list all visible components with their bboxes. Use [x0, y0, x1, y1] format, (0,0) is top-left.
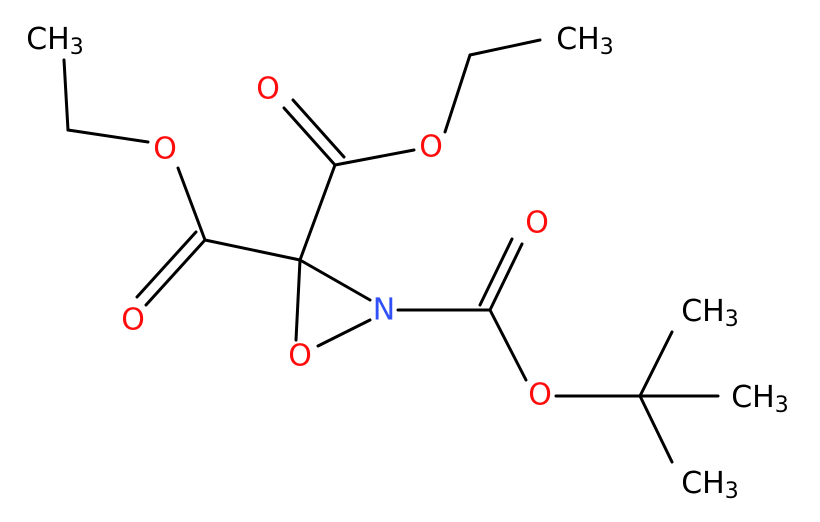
atom-label: O — [419, 130, 443, 165]
bond — [468, 38, 542, 57]
atom-label: CH3 — [681, 294, 739, 333]
bond — [294, 258, 302, 342]
bond — [298, 163, 337, 262]
bond — [638, 394, 674, 464]
bond — [443, 53, 472, 134]
bond — [135, 230, 198, 299]
bond — [291, 98, 346, 159]
atom-label: O — [528, 378, 552, 413]
atom-label: O — [121, 303, 145, 338]
atom-label: O — [153, 132, 177, 167]
bonds — [62, 38, 720, 464]
atom-label: CH3 — [731, 380, 789, 419]
bond — [638, 330, 674, 398]
bond — [203, 238, 302, 262]
atom-label: O — [256, 72, 280, 107]
atom-label: CH3 — [26, 22, 84, 61]
bond — [176, 166, 207, 242]
bond — [316, 318, 372, 348]
bond — [298, 258, 372, 302]
bond — [333, 148, 416, 167]
bond — [478, 237, 514, 307]
bond — [488, 242, 524, 312]
bond — [62, 58, 70, 132]
atoms: CH3 O O O O CH3 N O O O CH3 CH3 CH3 — [26, 22, 789, 505]
atom-label: CH3 — [681, 466, 739, 505]
bond — [282, 106, 337, 167]
atom-label: CH3 — [556, 22, 614, 61]
bond — [488, 308, 528, 382]
atom-label: O — [525, 206, 549, 241]
bond — [66, 128, 150, 144]
atom-label: O — [288, 339, 312, 374]
atom-label: N — [373, 293, 395, 328]
bond — [144, 238, 207, 307]
